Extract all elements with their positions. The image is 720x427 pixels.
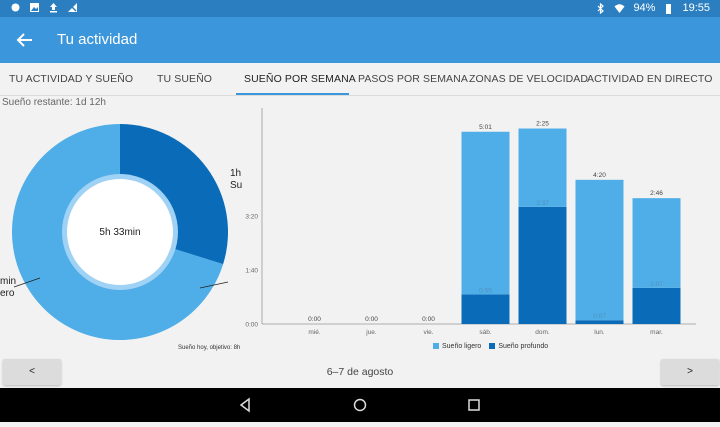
wifi-icon xyxy=(614,3,625,14)
tab-live-activity[interactable]: ACTIVIDAD EN DIRECTO xyxy=(587,73,713,85)
y-tick-label: 0:00 xyxy=(245,322,258,329)
bar-deep-sleep xyxy=(575,320,624,324)
tab-activity-sleep[interactable]: TU ACTIVIDAD Y SUEÑO xyxy=(9,73,134,85)
weekly-sleep-chart: 0:00 1:40 3:20 0:00 mié. 0:00 jue. 0:00 vie. 5:01… xyxy=(236,100,720,358)
clock: 19:55 xyxy=(682,2,710,14)
deep-label-line2: Su xyxy=(230,180,243,191)
tab-speed-zones[interactable]: ZONAS DE VELOCIDAD xyxy=(469,73,589,85)
date-navigation: < 6–7 de agosto > xyxy=(0,356,720,388)
back-arrow-icon[interactable] xyxy=(12,27,38,53)
bar-deep-label: 3:37 xyxy=(536,200,549,207)
bar-deep-sleep xyxy=(461,294,510,324)
image-icon xyxy=(29,2,40,13)
battery-percent: 94% xyxy=(633,2,656,14)
bar-light-sleep xyxy=(575,179,624,321)
sleep-remaining: Sueño restante: 1d 12h xyxy=(2,97,106,108)
legend-deep-swatch xyxy=(489,343,496,350)
battery-icon xyxy=(663,3,674,14)
legend-light-label: Sueño ligero xyxy=(442,343,482,350)
light-label-line2: ero xyxy=(0,288,15,299)
tab-steps-per-week[interactable]: PASOS POR SEMANA xyxy=(358,73,468,85)
bar-total-label: 4:20 xyxy=(593,172,606,179)
deep-label-line1: 1h xyxy=(230,168,242,179)
tab-bar: TU ACTIVIDAD Y SUEÑO TU SUEÑO SUEÑO POR … xyxy=(0,63,720,96)
light-label-line1: min xyxy=(0,276,17,287)
y-tick-label: 1:40 xyxy=(245,268,258,275)
status-bar: 94% 19:55 xyxy=(0,0,720,17)
donut-center xyxy=(67,179,173,285)
legend-light: Sueño ligero xyxy=(433,343,481,350)
system-navigation-bar xyxy=(0,388,720,422)
bar-light-sleep xyxy=(461,131,510,295)
bar-deep-label: 0:07 xyxy=(593,313,606,320)
home-nav-icon[interactable] xyxy=(353,398,367,412)
x-tick-label: mar. xyxy=(650,329,663,336)
active-tab-indicator xyxy=(236,93,349,95)
x-tick-label: dom. xyxy=(535,329,550,336)
bar-light-sleep xyxy=(518,128,567,207)
next-button[interactable]: > xyxy=(661,359,719,385)
x-tick-label: vie. xyxy=(423,329,433,336)
bar-total-label: 0:00 xyxy=(308,316,321,323)
bar-deep-label: 0:55 xyxy=(479,287,492,294)
legend-deep-label: Sueño profundo xyxy=(498,343,549,350)
tab-your-sleep[interactable]: TU SUEÑO xyxy=(157,73,213,85)
light-label: min ero xyxy=(0,276,16,300)
bluetooth-icon xyxy=(595,2,606,14)
x-tick-label: sáb. xyxy=(479,329,491,336)
no-signal-icon xyxy=(67,2,78,13)
bar-total-label: 2:25 xyxy=(536,121,549,128)
x-tick-label: mié. xyxy=(308,329,320,336)
notification-app-icon xyxy=(10,2,21,13)
deep-label-leader xyxy=(199,281,229,289)
bar-deep-sleep xyxy=(632,287,681,324)
bar-total-label: 5:01 xyxy=(479,124,492,131)
bar-deep-sleep xyxy=(518,206,567,324)
bar-total-label: 2:46 xyxy=(650,190,663,197)
legend-light-swatch xyxy=(433,343,439,350)
upload-icon xyxy=(48,2,59,13)
app-bar: Tu actividad xyxy=(0,17,720,63)
x-tick-label: jue. xyxy=(365,329,377,336)
sleep-donut-chart: 5h 33min xyxy=(0,110,240,360)
donut-center-text: 5h 33min xyxy=(99,227,140,238)
bar-total-label: 0:00 xyxy=(422,316,435,323)
back-nav-icon[interactable] xyxy=(239,397,250,413)
x-tick-label: lun. xyxy=(594,329,605,336)
sleep-goal-note: Sueño hoy, objetivo: 8h xyxy=(178,345,241,351)
deep-label: 1h Su xyxy=(230,168,242,192)
legend-deep: Sueño profundo xyxy=(489,343,548,350)
page-title: Tu actividad xyxy=(57,31,138,48)
y-tick-label: 3:20 xyxy=(245,214,258,221)
bar-deep-label: 1:07 xyxy=(650,281,663,288)
date-range: 6–7 de agosto xyxy=(326,366,394,378)
chart-legend: Sueño ligero Sueño profundo xyxy=(433,343,548,350)
light-label-leader xyxy=(13,277,41,288)
recents-nav-icon[interactable] xyxy=(468,399,480,411)
bar-light-sleep xyxy=(632,198,681,288)
previous-button[interactable]: < xyxy=(3,359,61,385)
bar-total-label: 0:00 xyxy=(365,316,378,323)
tab-sleep-per-week[interactable]: SUEÑO POR SEMANA xyxy=(244,73,356,85)
